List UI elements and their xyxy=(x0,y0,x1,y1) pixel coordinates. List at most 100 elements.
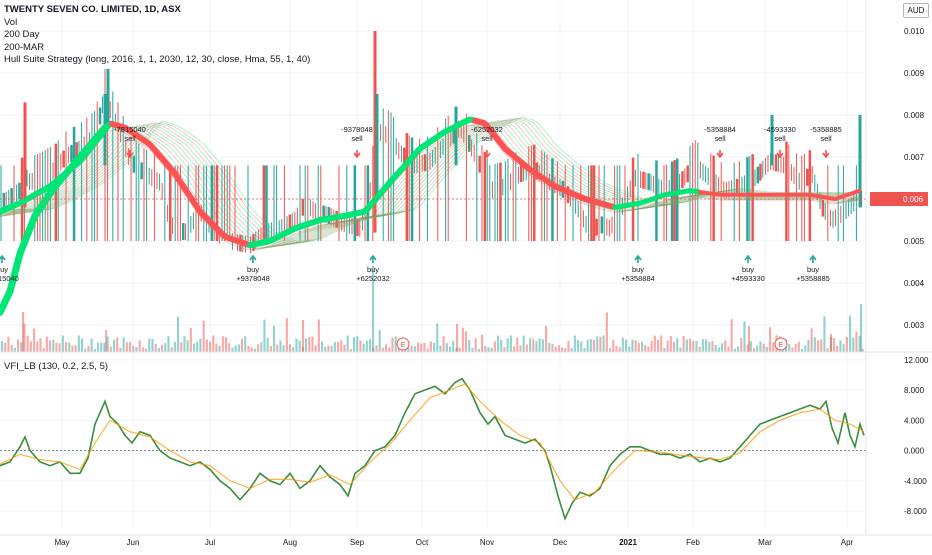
x-tick-label: Jul xyxy=(205,538,215,547)
volume-bar xyxy=(164,342,167,352)
earnings-marker xyxy=(774,337,788,351)
buy-value: +6252032 xyxy=(356,274,390,283)
candle-body xyxy=(520,165,523,182)
volume-bar xyxy=(266,337,269,352)
candle-body xyxy=(681,171,684,189)
hull-band xyxy=(247,116,478,249)
x-tick-label: Aug xyxy=(283,538,297,547)
volume-bar xyxy=(436,323,439,352)
volume-bar xyxy=(695,341,698,352)
volume-bar xyxy=(852,337,855,352)
candle-body xyxy=(756,166,760,184)
volume-bar xyxy=(52,339,55,352)
volume-bar xyxy=(567,340,570,352)
sell-arrow xyxy=(776,150,784,159)
volume-bar xyxy=(20,342,23,352)
volume-bar xyxy=(628,346,631,352)
volume-bar xyxy=(586,339,589,352)
sell-value: -7815040 xyxy=(114,125,146,134)
x-tick-label: Jun xyxy=(127,538,140,547)
sell-value: -6252032 xyxy=(471,125,503,134)
volume-bar xyxy=(61,335,64,352)
volume-bar xyxy=(522,335,525,352)
volume-bar xyxy=(830,334,833,352)
volume-bar xyxy=(369,339,372,352)
volume-bar xyxy=(65,342,68,352)
volume-bar xyxy=(135,347,138,352)
volume-bar xyxy=(225,337,228,352)
volume-bar xyxy=(532,339,535,352)
volume-bar xyxy=(749,341,752,352)
volume-bar xyxy=(177,316,180,352)
volume-bar xyxy=(273,325,276,352)
volume-bar xyxy=(71,345,74,352)
legend-200-day[interactable]: 200 Day xyxy=(4,29,40,40)
volume-bar xyxy=(477,348,480,352)
sell-arrow xyxy=(716,150,724,159)
volume-bar xyxy=(861,348,864,352)
volume-bar xyxy=(183,336,186,352)
volume-bar xyxy=(119,347,122,352)
volume-bar xyxy=(573,335,576,352)
x-tick-label: Oct xyxy=(416,538,429,547)
volume-bar xyxy=(698,347,701,352)
volume-bar xyxy=(487,347,490,352)
volume-bar xyxy=(708,341,711,352)
hull-band xyxy=(698,188,861,202)
volume-bar xyxy=(711,341,714,352)
legend-vol[interactable]: Vol xyxy=(4,16,18,28)
x-tick-label: Mar xyxy=(758,538,772,547)
currency-button[interactable]: AUD xyxy=(903,3,929,18)
volume-bar xyxy=(157,347,160,352)
volume-bar xyxy=(580,341,583,352)
volume-bar xyxy=(743,321,746,352)
volume-bar xyxy=(385,344,388,352)
volume-bar xyxy=(215,343,218,352)
volume-bar xyxy=(122,337,125,352)
candle-body xyxy=(2,192,6,210)
x-tick-label: Apr xyxy=(841,538,854,547)
legend-hull-suite[interactable]: Hull Suite Strategy (long, 2016, 1, 1, 2… xyxy=(4,54,311,65)
volume-bar xyxy=(58,343,61,352)
volume-bar xyxy=(138,340,141,352)
volume-bar xyxy=(7,336,10,352)
volume-bar xyxy=(849,315,852,352)
price-tick-label: 0.007 xyxy=(904,153,925,162)
candle-body xyxy=(98,107,102,125)
volume-bar xyxy=(561,347,564,352)
volume-bar xyxy=(234,345,237,352)
volume-bar xyxy=(279,340,282,352)
candle-body xyxy=(215,165,219,241)
vfi-legend[interactable]: VFI_LB (130, 0.2, 2.5, 5) xyxy=(4,361,109,372)
volume-bar xyxy=(730,319,733,352)
volume-bar xyxy=(148,338,151,352)
buy-value: +7815040 xyxy=(0,274,19,283)
symbol-title[interactable]: TWENTY SEVEN CO. LIMITED, 1D, ASX xyxy=(4,4,181,15)
volume-bar xyxy=(263,319,266,352)
volume-bar xyxy=(305,338,308,352)
volume-bar xyxy=(340,340,343,352)
legend-200-mar[interactable]: 200-MAR xyxy=(4,41,45,53)
volume-bar xyxy=(823,316,826,352)
candle-body xyxy=(356,219,359,237)
volume-bar xyxy=(545,325,548,352)
buy-arrow xyxy=(249,254,257,263)
volume-bar xyxy=(484,345,487,352)
vfi-layer xyxy=(0,377,866,521)
buy-label: buy xyxy=(807,265,819,274)
volume-bar xyxy=(365,340,368,352)
volume-bar xyxy=(740,337,743,352)
volume-bar xyxy=(381,347,384,352)
candle-body xyxy=(452,126,455,144)
chart-legend: TWENTY SEVEN CO. LIMITED, 1D, ASX Vol 20… xyxy=(4,4,310,67)
volume-bar xyxy=(791,347,794,352)
x-tick-label: Nov xyxy=(480,538,494,547)
vfi-signal-line xyxy=(0,383,865,501)
volume-bar xyxy=(519,345,522,352)
vfi-line xyxy=(0,377,865,521)
volume-bar xyxy=(362,343,365,352)
volume-bar xyxy=(468,340,471,352)
volume-bar xyxy=(860,304,863,352)
